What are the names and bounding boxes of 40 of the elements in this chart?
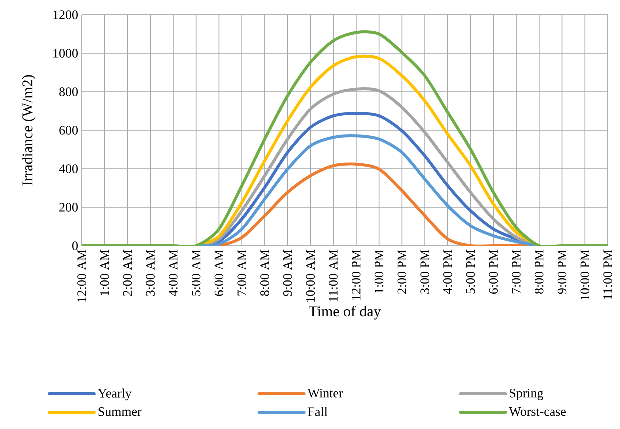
y-axis-title: Irradiance (W/m2) xyxy=(22,75,36,186)
x-axis-title: Time of day xyxy=(309,306,382,320)
y-tick-label: 800 xyxy=(60,88,78,96)
x-tick-label: 1:00 PM xyxy=(374,250,384,294)
x-tick-label: 9:00 PM xyxy=(558,250,567,294)
x-tick-label: 5:00 PM xyxy=(466,250,476,294)
x-tick-label: 9:00 AM xyxy=(283,250,292,296)
x-tick-label: 11:00 AM xyxy=(329,250,338,302)
x-tick-label: 10:00 AM xyxy=(306,250,316,302)
x-tick-label: 1:00 AM xyxy=(100,250,110,296)
x-tick-label: 7:00 PM xyxy=(512,250,521,294)
y-tick-label: 0 xyxy=(72,242,78,250)
y-tick-label: 1000 xyxy=(54,49,78,58)
x-tick-label: 8:00 AM xyxy=(260,250,270,296)
x-tick-label: 2:00 AM xyxy=(123,250,132,296)
x-tick-label: 12:00 AM xyxy=(78,250,86,302)
x-tick-label: 3:00 AM xyxy=(146,250,156,296)
x-tick-label: 2:00 PM xyxy=(398,250,407,294)
y-tick-label: 600 xyxy=(60,126,78,135)
x-tick-label: 7:00 AM xyxy=(238,250,246,296)
legend-label: Winter xyxy=(308,388,344,398)
legend-label: Worst-case xyxy=(509,408,566,416)
x-tick-label: 10:00 PM xyxy=(580,250,590,300)
x-tick-label: 8:00 PM xyxy=(535,250,544,294)
legend-label: Fall xyxy=(308,407,328,416)
x-tick-label: 4:00 PM xyxy=(444,250,452,294)
line-series xyxy=(82,30,608,246)
legend-label: Yearly xyxy=(98,388,132,401)
x-tick-label: 6:00 AM xyxy=(214,250,224,296)
legend-label: Summer xyxy=(98,407,142,416)
legend-label: Spring xyxy=(510,388,544,400)
x-tick-label: 5:00 AM xyxy=(192,250,201,296)
x-tick-label: 4:00 AM xyxy=(169,250,178,296)
x-tick-label: 11:00 PM xyxy=(604,250,612,300)
y-tick-label: 400 xyxy=(59,164,78,174)
x-tick-label: 6:00 PM xyxy=(489,250,498,294)
y-tick-label: 1200 xyxy=(54,10,78,20)
x-tick-label: 3:00 PM xyxy=(420,250,430,294)
x-tick-label: 12:00 PM xyxy=(352,250,361,300)
y-tick-label: 200 xyxy=(60,203,78,212)
